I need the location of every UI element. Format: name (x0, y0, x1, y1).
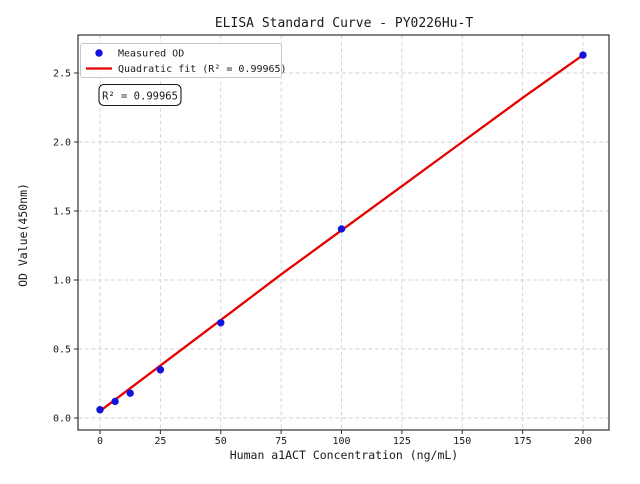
data-point (217, 319, 225, 327)
r-squared-annotation: R² = 0.99965 (98, 83, 182, 107)
grid-lines (78, 35, 609, 430)
x-tick-label: 25 (154, 436, 166, 447)
x-tick-label: 150 (453, 436, 471, 447)
data-point (126, 389, 134, 397)
y-tick-label: 1.5 (53, 207, 71, 218)
data-point (156, 366, 165, 374)
data-points-layer (96, 51, 587, 414)
x-tick-label: 175 (514, 436, 532, 447)
y-tick-label: 1.0 (53, 276, 71, 287)
annotation-box (98, 83, 182, 107)
legend: Measured OD Quadratic fit (R² = 0.99965) (80, 43, 287, 78)
x-tick-label: 50 (215, 436, 227, 447)
legend-label-quadratic-fit: Quadratic fit (R² = 0.99965) (118, 64, 287, 75)
data-point (111, 397, 119, 406)
data-point (337, 225, 346, 233)
y-tick-label: 0.0 (53, 414, 71, 425)
y-axis-label: OD Value(450nm) (16, 183, 30, 287)
legend-label-measured-od: Measured OD (118, 49, 184, 60)
data-point (96, 406, 104, 414)
axis-ticks: 0 25 50 75 100 125 150 175 200 0.0 0.5 1.0 1.5 2.0 2.5 (53, 69, 592, 448)
y-tick-label: 2.5 (53, 69, 71, 80)
y-tick-label: 0.5 (53, 345, 71, 356)
legend-box (80, 43, 282, 78)
axes-frame (77, 34, 610, 431)
chart-title: ELISA Standard Curve - PY0226Hu-T (215, 16, 473, 31)
data-point (579, 51, 587, 59)
x-tick-label: 0 (97, 436, 103, 447)
x-tick-label: 200 (574, 436, 592, 447)
annotation-text: R² = 0.99965 (102, 91, 178, 103)
x-tick-label: 125 (393, 436, 411, 447)
x-tick-label: 75 (275, 436, 287, 447)
x-axis-label: Human a1ACT Concentration (ng/mL) (230, 448, 458, 462)
legend-scatter-marker-icon (95, 49, 103, 57)
x-tick-label: 100 (332, 436, 350, 447)
y-tick-label: 2.0 (53, 138, 71, 149)
